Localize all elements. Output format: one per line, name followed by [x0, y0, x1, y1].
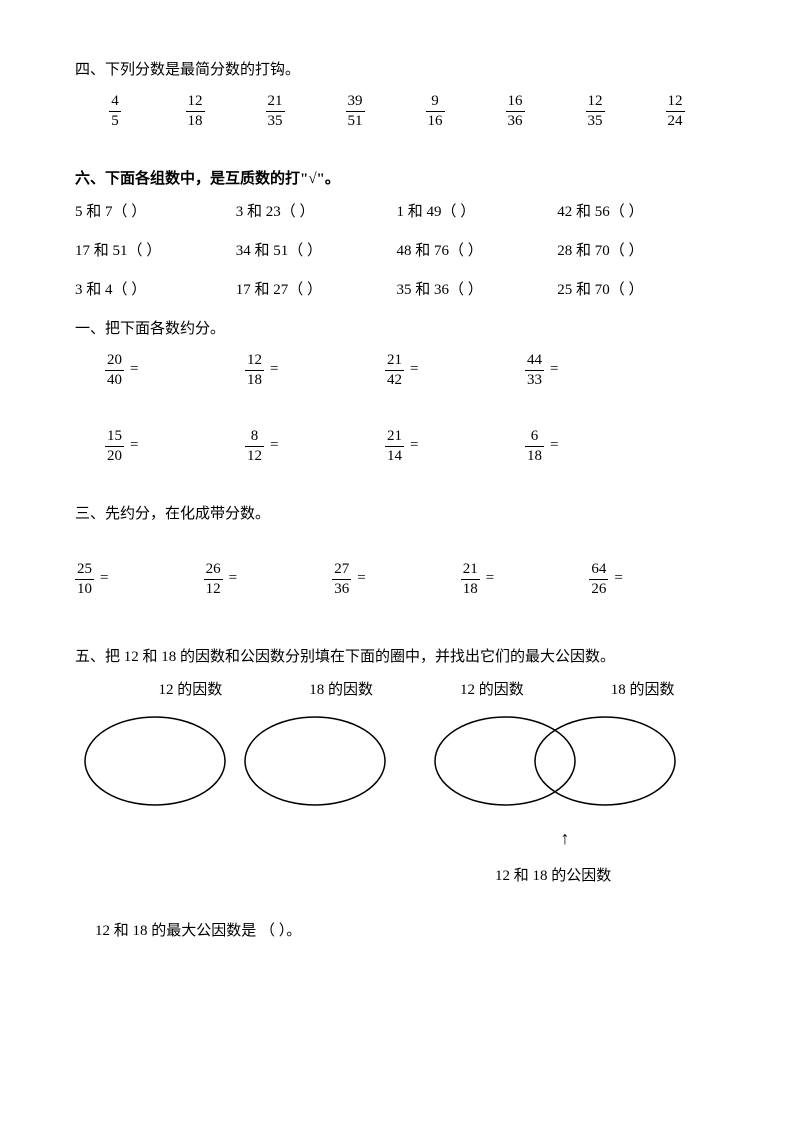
fraction: 45	[75, 93, 155, 129]
fraction: 1636	[475, 93, 555, 129]
ellipse-icon	[525, 711, 685, 811]
section-3-title: 三、先约分，在化成带分数。	[75, 504, 718, 525]
mixed-item: 2510=	[75, 561, 204, 597]
section-4-title: 四、下列分数是最简分数的打钩。	[75, 60, 718, 81]
simplify-row: 1520= 812= 2114= 618=	[75, 428, 718, 464]
simplify-item: 2142=	[385, 352, 525, 388]
venn-label-18: 18 的因数	[266, 680, 417, 701]
venn-label-12: 12 的因数	[115, 680, 266, 701]
venn-label-12b: 12 的因数	[417, 680, 568, 701]
mixed-item: 2118=	[461, 561, 590, 597]
mixed-item: 2736=	[332, 561, 461, 597]
pair: 3 和 23（ ）	[236, 202, 397, 223]
pair: 34 和 51（ ）	[236, 241, 397, 262]
pair: 17 和 27（ ）	[236, 280, 397, 301]
pair: 5 和 7（ ）	[75, 202, 236, 223]
coprime-row: 17 和 51（ ） 34 和 51（ ） 48 和 76（ ） 28 和 70…	[75, 241, 718, 262]
pair: 42 和 56（ ）	[557, 202, 718, 223]
common-factors-label: 12 和 18 的公因数	[495, 866, 611, 887]
fraction: 916	[395, 93, 475, 129]
fraction: 1218	[155, 93, 235, 129]
ellipse-icon	[235, 711, 395, 811]
pair: 35 和 36（ ）	[397, 280, 558, 301]
mixed-row: 2510= 2612= 2736= 2118= 6426=	[75, 561, 718, 597]
section-1-title: 一、把下面各数约分。	[75, 319, 718, 340]
coprime-row: 3 和 4（ ） 17 和 27（ ） 35 和 36（ ） 25 和 70（ …	[75, 280, 718, 301]
section-5-title: 五、把 12 和 18 的因数和公因数分别填在下面的圈中，并找出它们的最大公因数…	[75, 647, 718, 668]
section-4-fractions: 45 1218 2135 3951 916 1636 1235 1224	[75, 93, 718, 129]
simplify-item: 4433=	[525, 352, 665, 388]
fraction: 1224	[635, 93, 715, 129]
venn-diagram: ↑ 12 和 18 的公因数	[75, 711, 718, 911]
mixed-item: 6426=	[589, 561, 718, 597]
gcf-statement: 12 和 18 的最大公因数是 （ ）。	[75, 921, 718, 942]
simplify-item: 812=	[245, 428, 385, 464]
ellipse-icon	[75, 711, 235, 811]
venn-labels: 12 的因数 18 的因数 12 的因数 18 的因数	[75, 680, 718, 701]
up-arrow-icon: ↑	[555, 826, 575, 851]
fraction: 3951	[315, 93, 395, 129]
simplify-item: 618=	[525, 428, 665, 464]
fraction: 1235	[555, 93, 635, 129]
venn-label-18b: 18 的因数	[567, 680, 718, 701]
simplify-row: 2040= 1218= 2142= 4433=	[75, 352, 718, 388]
pair: 1 和 49（ ）	[397, 202, 558, 223]
pair: 3 和 4（ ）	[75, 280, 236, 301]
pair: 25 和 70（ ）	[557, 280, 718, 301]
mixed-item: 2612=	[204, 561, 333, 597]
fraction: 2135	[235, 93, 315, 129]
section-6-title: 六、下面各组数中，是互质数的打"√"。	[75, 169, 718, 190]
simplify-item: 2040=	[105, 352, 245, 388]
pair: 28 和 70（ ）	[557, 241, 718, 262]
simplify-item: 2114=	[385, 428, 525, 464]
coprime-row: 5 和 7（ ） 3 和 23（ ） 1 和 49（ ） 42 和 56（ ）	[75, 202, 718, 223]
simplify-item: 1218=	[245, 352, 385, 388]
simplify-item: 1520=	[105, 428, 245, 464]
pair: 17 和 51（ ）	[75, 241, 236, 262]
pair: 48 和 76（ ）	[397, 241, 558, 262]
